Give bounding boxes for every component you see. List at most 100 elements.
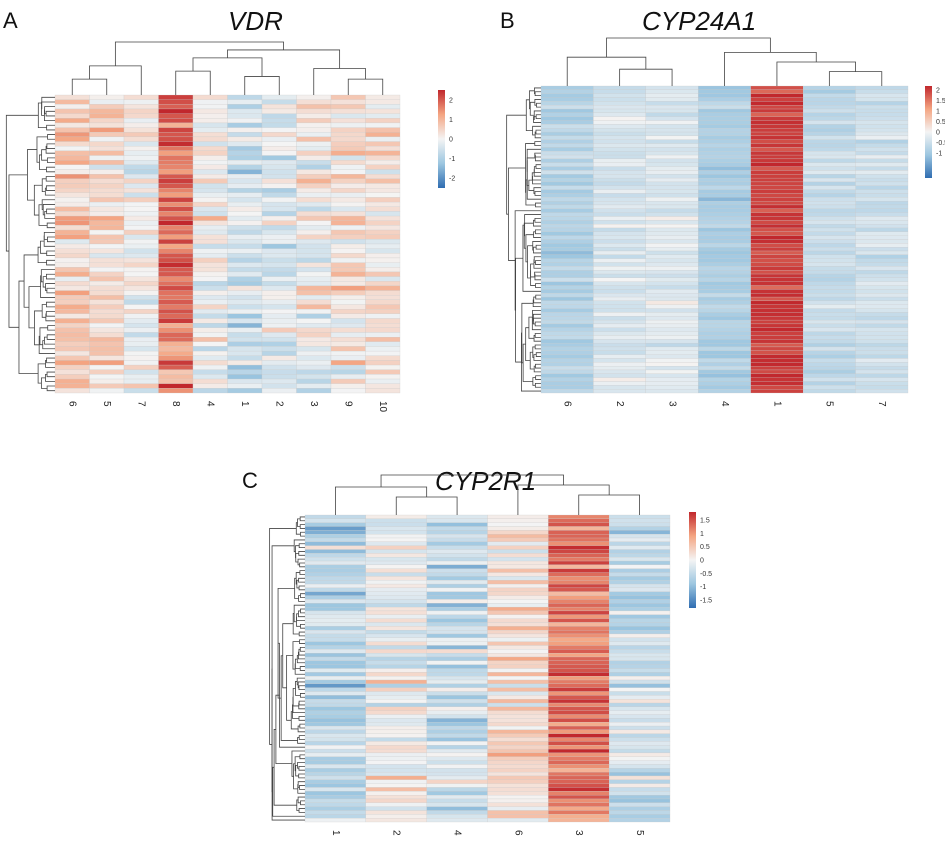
- heatmap-cell: [296, 346, 332, 352]
- heatmap-cell: [123, 243, 159, 249]
- heatmap-cell: [89, 290, 125, 296]
- column-label: 3: [573, 830, 584, 836]
- heatmap-cell: [750, 162, 804, 167]
- heatmap-cell: [54, 201, 90, 207]
- heatmap-cell: [609, 664, 671, 669]
- dendrogram-branch: [40, 269, 55, 283]
- heatmap-cell: [487, 591, 549, 596]
- heatmap-cell: [426, 679, 488, 684]
- heatmap-cell: [261, 257, 297, 263]
- heatmap-cell: [123, 309, 159, 314]
- heatmap-cell: [540, 266, 594, 271]
- heatmap-cell: [609, 714, 671, 719]
- heatmap-cell: [645, 216, 699, 221]
- heatmap-cell: [593, 346, 646, 351]
- heatmap-cell: [548, 760, 610, 765]
- heatmap-cell: [304, 614, 366, 619]
- heatmap-cell: [158, 150, 194, 156]
- heatmap-cell: [548, 595, 610, 600]
- heatmap-cell: [803, 216, 856, 221]
- heatmap-cell: [803, 319, 856, 325]
- heatmap-cell: [698, 131, 751, 137]
- heatmap-cell: [750, 85, 804, 90]
- heatmap-cell: [548, 779, 610, 784]
- heatmap-cell: [750, 147, 804, 152]
- heatmap-cell: [330, 164, 366, 170]
- heatmap-cell: [426, 518, 488, 523]
- heatmap-cell: [330, 304, 366, 310]
- heatmap-cell: [158, 285, 194, 291]
- heatmap-cell: [261, 94, 297, 100]
- heatmap-cell: [296, 201, 332, 207]
- heatmap-cell: [540, 101, 594, 106]
- heatmap-cell: [426, 722, 488, 727]
- heatmap-cell: [158, 369, 194, 375]
- heatmap-cell: [304, 683, 366, 688]
- heatmap-cell: [426, 710, 488, 715]
- heatmap-cell: [158, 355, 194, 361]
- heatmap-cell: [296, 285, 332, 291]
- heatmap-cell: [803, 97, 856, 102]
- colorbar-tick-label: 0.5: [700, 544, 710, 551]
- heatmap-cell: [487, 595, 549, 600]
- dendrogram-branch: [46, 166, 55, 173]
- heatmap-cell: [803, 185, 856, 190]
- heatmap-cell: [192, 285, 228, 291]
- heatmap-cell: [540, 220, 594, 225]
- heatmap-cell: [426, 771, 488, 777]
- heatmap-cell: [593, 116, 646, 121]
- heatmap-cell: [304, 622, 366, 627]
- heatmap-cell: [158, 257, 194, 263]
- heatmap-cell: [855, 339, 909, 344]
- heatmap-cell: [296, 276, 332, 282]
- heatmap-cell: [304, 818, 366, 823]
- heatmap-cell: [192, 239, 228, 245]
- heatmap-cell: [365, 514, 427, 519]
- heatmap-cell: [365, 374, 401, 380]
- heatmap-cell: [855, 270, 909, 275]
- heatmap-cell: [548, 630, 610, 635]
- heatmap-cell: [304, 791, 366, 796]
- heatmap-cell: [426, 775, 488, 780]
- heatmap-cell: [158, 211, 194, 217]
- heatmap-cell: [365, 155, 401, 161]
- dendrogram-branch: [533, 166, 541, 173]
- heatmap-cell: [192, 271, 228, 277]
- column-label: 4: [205, 401, 216, 407]
- heatmap-cell: [750, 316, 804, 321]
- heatmap-cell: [750, 277, 804, 282]
- heatmap-cell: [540, 162, 594, 167]
- heatmap-cell: [487, 518, 549, 523]
- heatmap-cell: [487, 672, 549, 677]
- heatmap-cell: [54, 132, 90, 138]
- heatmap-cell: [227, 155, 263, 161]
- dendrogram-branch: [292, 688, 299, 707]
- heatmap-cell: [593, 312, 646, 317]
- dendrogram-branch: [535, 375, 541, 380]
- heatmap-cell: [855, 350, 909, 355]
- heatmap-cell: [609, 737, 671, 742]
- dendrogram-branch: [299, 646, 305, 652]
- heatmap-cell: [645, 177, 699, 183]
- dendrogram-branch: [47, 134, 55, 140]
- heatmap-cell: [803, 346, 856, 351]
- heatmap-cell: [365, 745, 427, 750]
- heatmap-cell: [54, 318, 90, 324]
- dendrogram-branch: [28, 286, 41, 329]
- heatmap-cell: [365, 660, 427, 665]
- heatmap-cell: [540, 319, 594, 325]
- heatmap-cell: [487, 656, 549, 661]
- heatmap-cell: [855, 235, 909, 240]
- heatmap-cell: [548, 568, 610, 573]
- heatmap-cell: [548, 710, 610, 715]
- heatmap-cell: [855, 85, 909, 90]
- heatmap-cell: [487, 771, 549, 777]
- heatmap-cell: [426, 522, 488, 527]
- dendrogram-branch: [526, 160, 541, 200]
- heatmap-cell: [803, 312, 856, 317]
- dendrogram-branch: [293, 604, 305, 623]
- heatmap-cell: [803, 308, 856, 313]
- heatmap-cell: [365, 656, 427, 661]
- heatmap-c: 1 2 4 6 3 51.510.50-0.5-1-1.5: [269, 474, 712, 836]
- heatmap-cell: [296, 360, 332, 366]
